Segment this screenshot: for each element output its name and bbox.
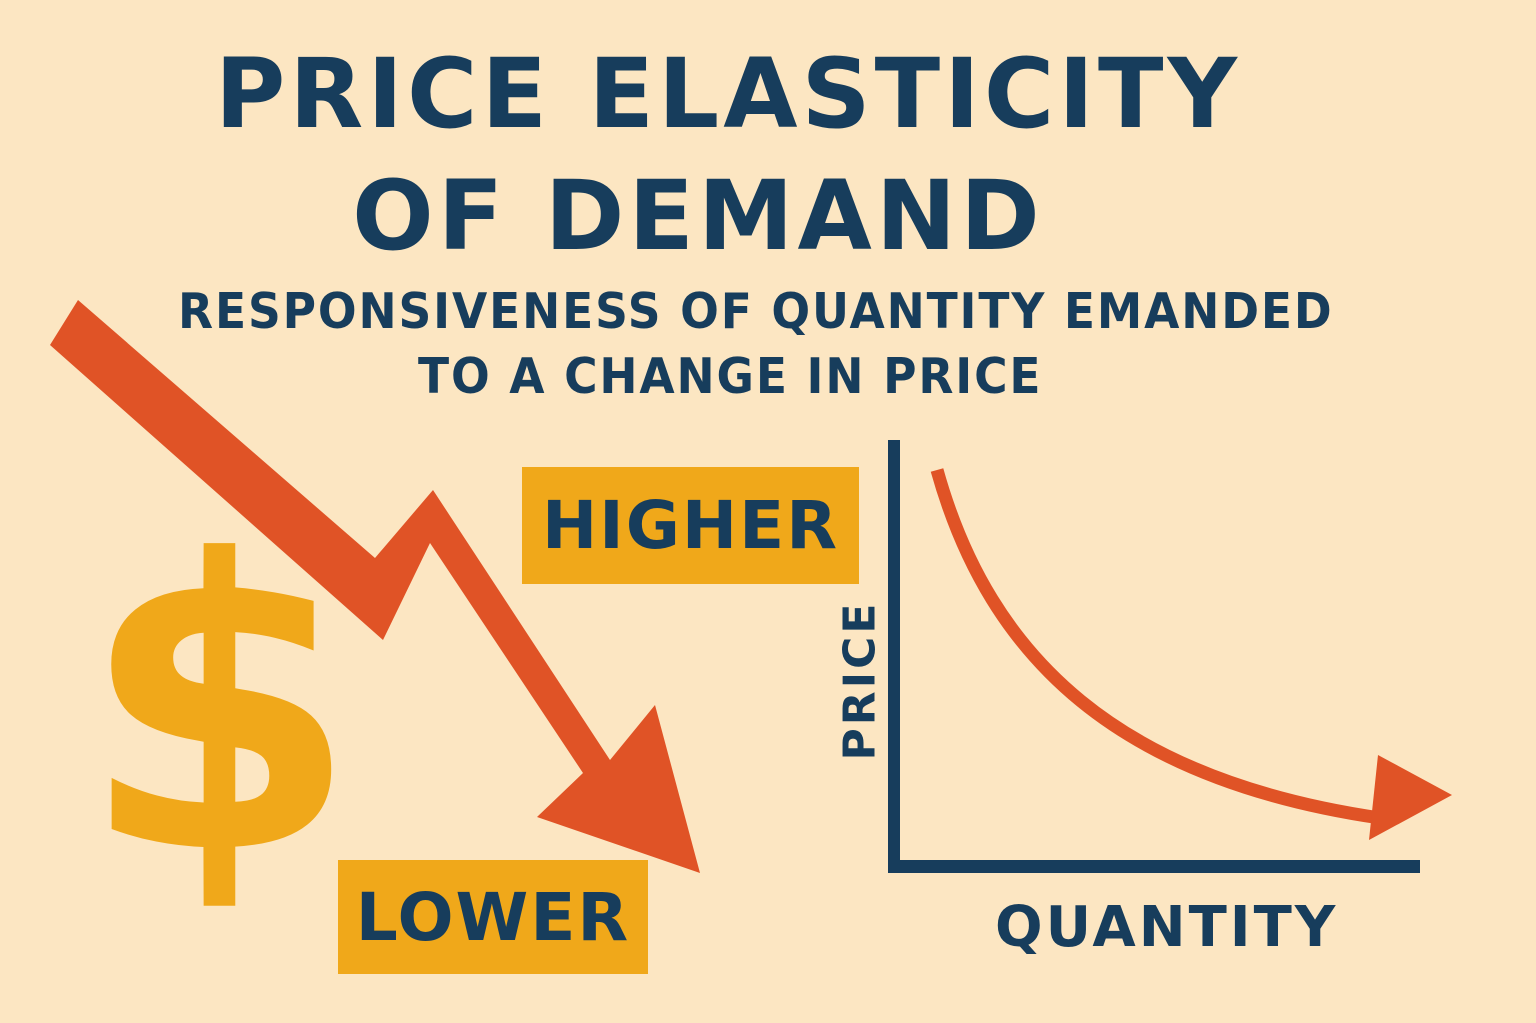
quantity-axis-label: QUANTITY [995,895,1339,960]
subtitle-line-2: TO A CHANGE IN PRICE [418,348,1043,405]
title-line-1: PRICE ELASTICITY [214,38,1241,150]
subtitle-line-1: RESPONSIVENESS OF QUANTITY EMANDED [178,283,1334,340]
higher-label: HIGHER [522,467,859,584]
demand-curve [930,468,1381,825]
lower-label: LOWER [338,860,648,974]
title-line-2: OF DEMAND [352,160,1044,272]
price-axis-label: PRICE [834,600,886,761]
chart-axes [888,440,1420,873]
demand-curve-arrowhead-icon [1369,755,1452,840]
